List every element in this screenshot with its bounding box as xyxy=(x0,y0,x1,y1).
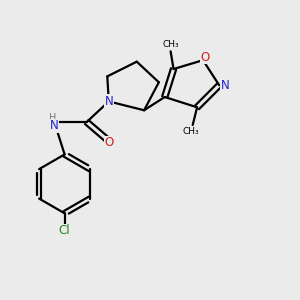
Text: N: N xyxy=(104,95,113,108)
Text: O: O xyxy=(201,51,210,64)
Text: CH₃: CH₃ xyxy=(162,40,179,50)
Text: O: O xyxy=(104,136,113,149)
Text: N: N xyxy=(221,79,230,92)
Text: CH₃: CH₃ xyxy=(183,127,200,136)
Text: H: H xyxy=(49,113,56,123)
Text: Cl: Cl xyxy=(59,224,70,238)
Text: N: N xyxy=(50,119,59,132)
